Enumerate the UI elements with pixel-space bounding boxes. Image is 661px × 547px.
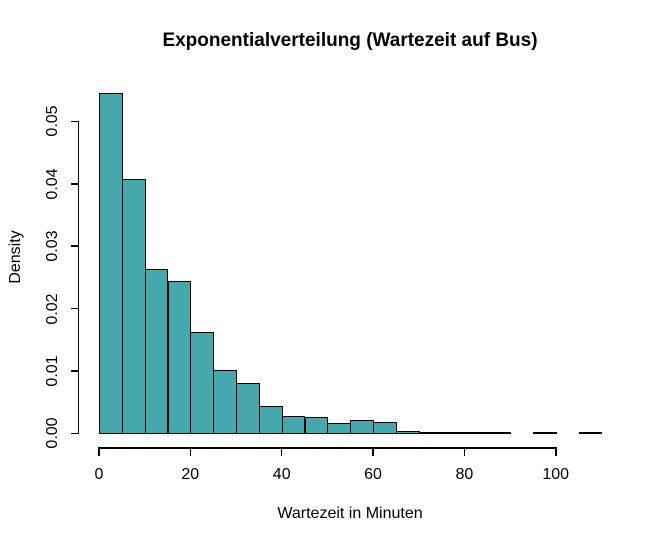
histogram-bar <box>487 432 511 435</box>
histogram-bar <box>144 268 169 435</box>
histogram-bar <box>121 178 146 435</box>
x-axis-tick-label: 20 <box>181 466 200 483</box>
y-axis-tick-label-text: 0.05 <box>44 105 61 137</box>
y-axis-tick-label-text: 0.04 <box>44 168 61 200</box>
x-axis-tick <box>555 447 557 456</box>
x-axis-label: Wartezeit in Minuten <box>277 505 423 522</box>
y-axis-tick <box>70 183 78 185</box>
x-axis-tick-label: 100 <box>542 466 570 483</box>
y-axis-tick <box>70 120 78 123</box>
histogram-bar <box>167 281 192 435</box>
y-axis-tick-label-text: 0.03 <box>44 230 61 262</box>
x-axis-tick <box>189 447 192 456</box>
x-axis-tick <box>98 447 100 456</box>
y-axis-label-text: Density <box>7 230 24 284</box>
histogram-bar <box>532 432 557 435</box>
histogram-bar <box>304 417 329 435</box>
y-axis-tick <box>70 307 78 310</box>
histogram-bar <box>418 432 443 435</box>
y-axis-tick-label-text: 0.00 <box>44 417 61 449</box>
histogram-bar <box>327 423 352 435</box>
histogram-bar <box>373 422 397 435</box>
x-axis-tick-label: 40 <box>272 466 291 483</box>
x-axis-tick <box>280 447 283 456</box>
y-axis-tick <box>70 370 78 372</box>
y-axis-tick <box>70 432 78 435</box>
histogram-bar <box>350 419 374 435</box>
histogram-bar <box>258 405 283 435</box>
histogram-bar <box>464 432 489 435</box>
histogram-bar <box>395 430 420 435</box>
y-axis-tick-label-text: 0.01 <box>44 355 61 387</box>
x-axis-tick-label: 0 <box>94 466 104 483</box>
histogram-bar <box>190 332 215 435</box>
histogram-bar <box>578 432 603 435</box>
x-axis-tick <box>372 447 374 456</box>
x-axis-line <box>98 447 557 449</box>
y-axis-tick <box>70 245 78 247</box>
chart-title: Exponentialverteilung (Wartezeit auf Bus… <box>162 30 538 51</box>
x-axis-tick-label: 60 <box>364 466 382 483</box>
histogram-bar <box>236 383 260 435</box>
y-axis-line <box>77 120 79 435</box>
y-axis-tick-label-text: 0.02 <box>44 292 61 325</box>
histogram-bar <box>441 432 466 435</box>
x-axis-tick-label: 80 <box>455 466 474 483</box>
histogram-bar <box>213 369 237 435</box>
x-axis-tick <box>463 447 466 456</box>
histogram-bar <box>99 92 123 435</box>
histogram-bar <box>281 415 306 435</box>
